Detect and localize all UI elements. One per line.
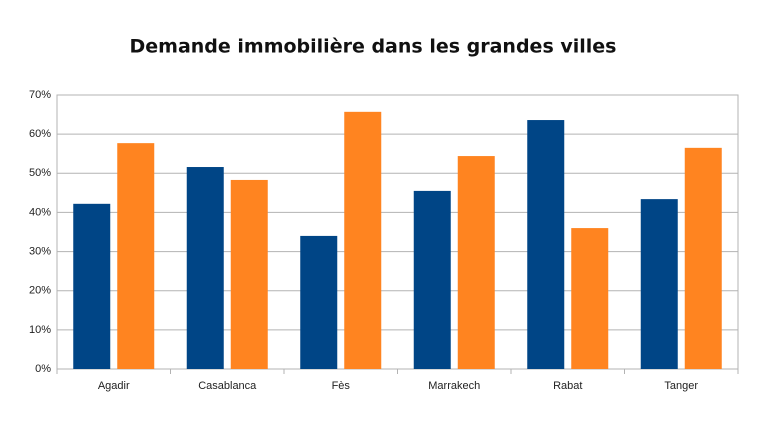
y-tick-label: 70% — [29, 89, 51, 101]
x-tick-label: Marrakech — [428, 380, 480, 392]
y-tick-label: 10% — [29, 324, 51, 336]
bar — [117, 143, 155, 369]
x-tick-label: Tanger — [664, 380, 698, 392]
bar — [186, 167, 224, 369]
x-tick-label: Rabat — [553, 380, 582, 392]
bar — [73, 203, 111, 369]
bar — [457, 156, 495, 369]
bar — [344, 111, 382, 370]
bar — [640, 199, 678, 369]
y-tick-label: 40% — [29, 206, 51, 218]
chart-title: Demande immobilière dans les grandes vil… — [129, 36, 616, 58]
bar — [684, 147, 722, 369]
x-tick-label: Fès — [332, 380, 351, 392]
bar — [300, 235, 338, 369]
x-tick-label: Agadir — [98, 380, 130, 392]
y-tick-label: 50% — [29, 167, 51, 179]
bar — [527, 120, 565, 370]
y-tick-label: 30% — [29, 245, 51, 257]
bar — [571, 228, 609, 369]
y-tick-label: 60% — [29, 128, 51, 140]
y-tick-label: 20% — [29, 285, 51, 297]
plot-border — [56, 94, 739, 370]
x-tick-label: Casablanca — [198, 380, 257, 392]
y-tick-label: 0% — [35, 363, 51, 375]
bar — [413, 190, 451, 369]
bar — [230, 179, 268, 369]
